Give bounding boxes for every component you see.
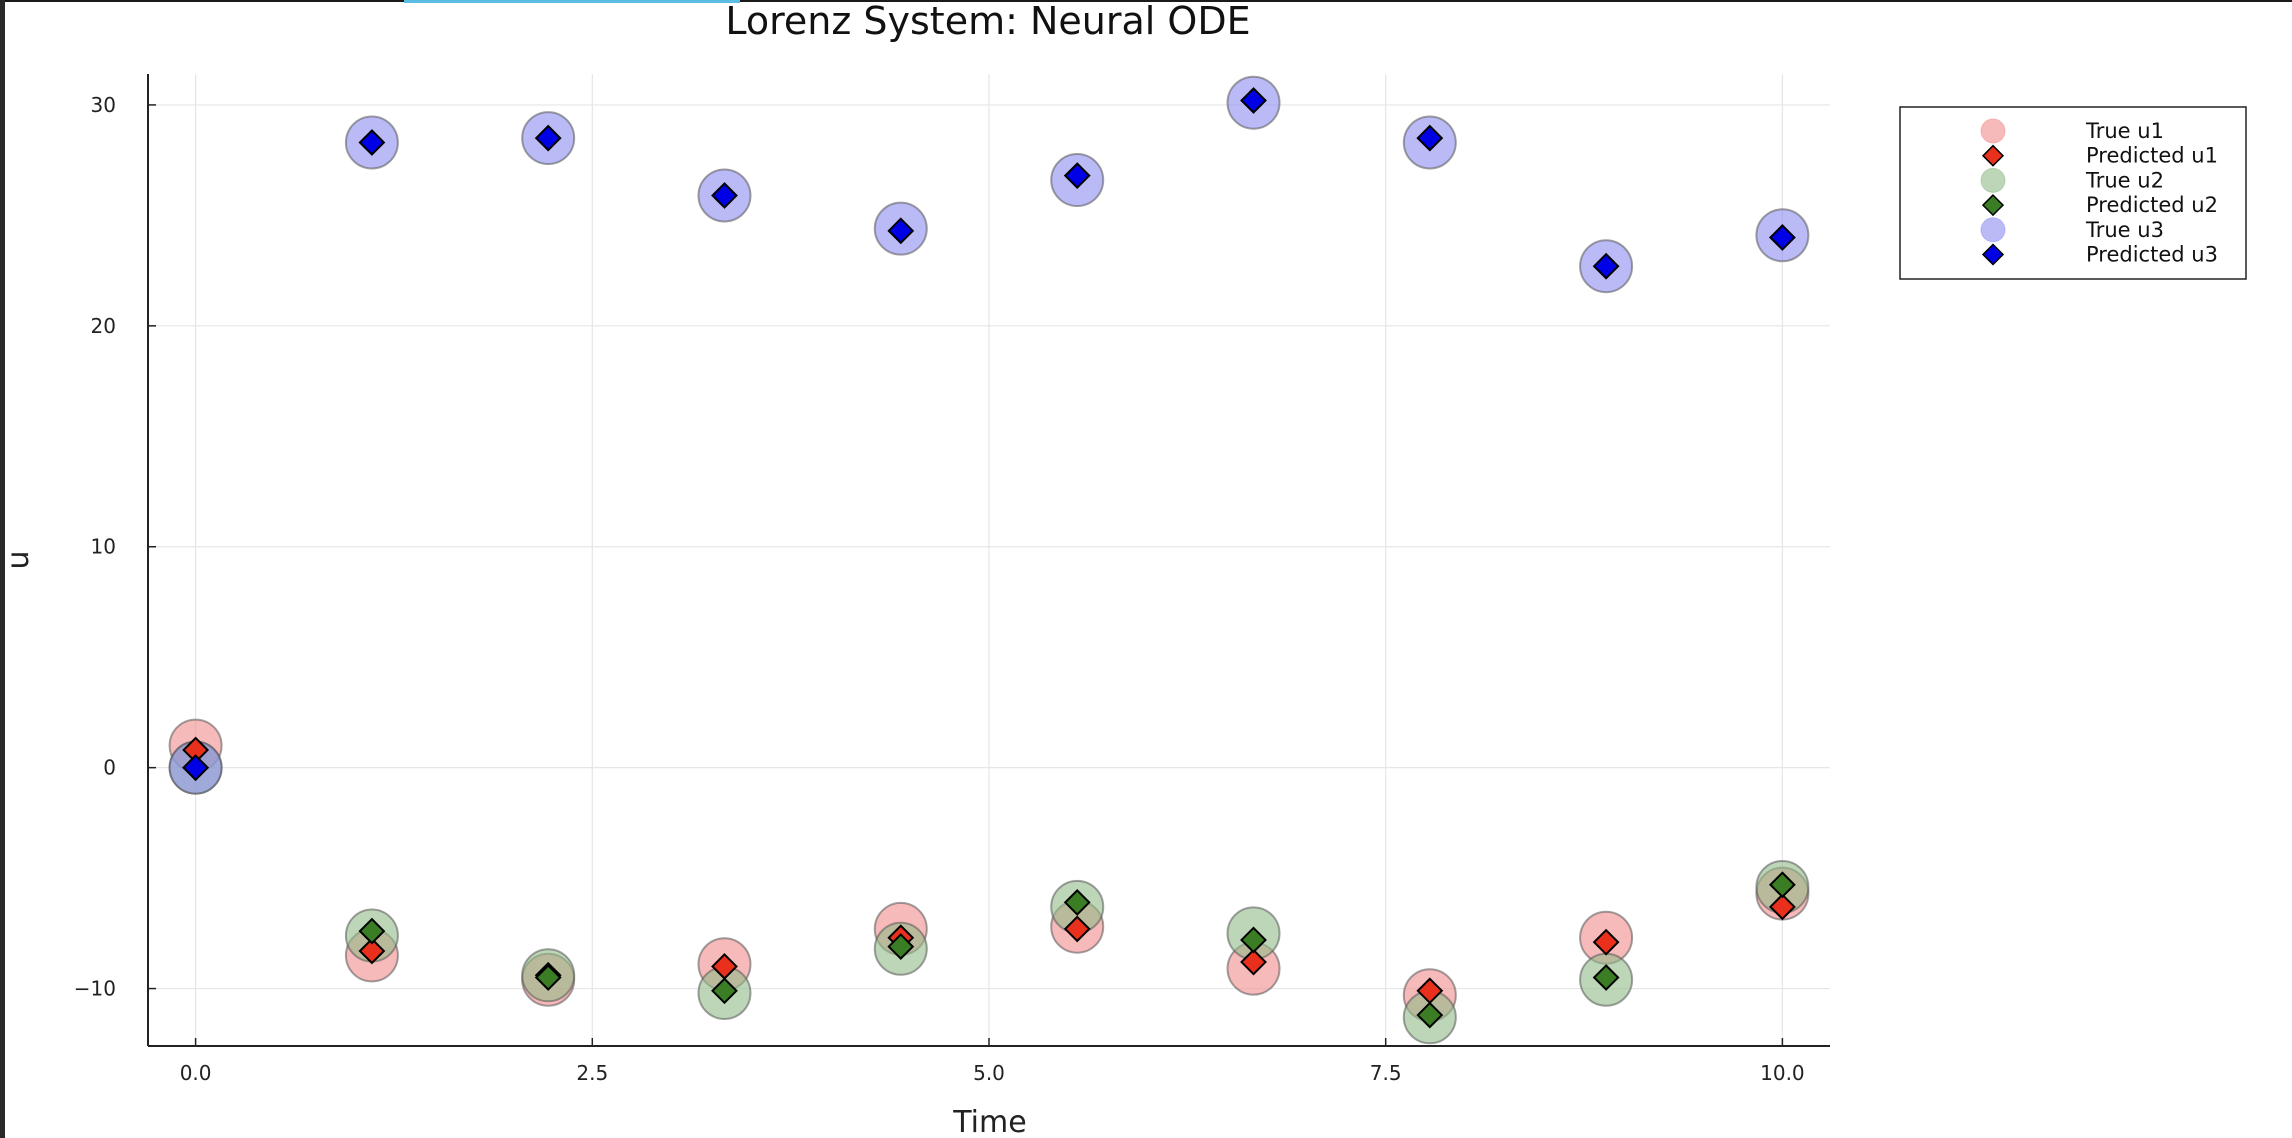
legend-entry-predicted-u1: Predicted u1 — [1981, 144, 2218, 168]
x-tick-label: 0.0 — [180, 1061, 212, 1085]
predicted-u1-point — [1063, 915, 1091, 943]
predicted-u3-point — [1240, 87, 1267, 114]
predicted-u3-point — [1592, 252, 1620, 280]
legend-label-predicted-u3: Predicted u3 — [2086, 243, 2218, 267]
legend-marker-predicted-u3 — [1981, 243, 2005, 266]
predicted-u2-point — [711, 977, 738, 1005]
predicted-u1-point — [358, 937, 386, 965]
predicted-u2-point — [534, 964, 562, 991]
legend-label-true-u1: True u1 — [2085, 119, 2164, 143]
predicted-u3-point — [1768, 224, 1796, 251]
data-points — [168, 75, 1810, 1045]
legend-marker-predicted-u2 — [1981, 194, 2005, 217]
x-tick-label: 10.0 — [1760, 1061, 1805, 1085]
x-tick-label: 7.5 — [1370, 1061, 1402, 1085]
legend-entry-predicted-u3: Predicted u3 — [1981, 243, 2218, 267]
y-axis-title: u — [1, 550, 36, 569]
legend-marker-true-u1 — [1980, 118, 2006, 144]
predicted-u2-point — [358, 917, 386, 945]
window-top-border — [0, 0, 2292, 2]
y-tick-label: −10 — [74, 977, 116, 1001]
predicted-u3-point — [887, 217, 915, 245]
predicted-u3-point — [711, 182, 738, 209]
predicted-u3-point — [1063, 162, 1091, 190]
predicted-u1-point — [1592, 928, 1620, 956]
legend-entry-predicted-u2: Predicted u2 — [1981, 193, 2218, 217]
x-axis-title: Time — [952, 1105, 1026, 1138]
legend-label-predicted-u2: Predicted u2 — [2086, 193, 2218, 217]
plot-grid — [148, 74, 1830, 1046]
legend-label-predicted-u1: Predicted u1 — [2086, 144, 2218, 168]
legend-marker-true-u2 — [1980, 167, 2006, 193]
chart-title: Lorenz System: Neural ODE — [725, 0, 1250, 43]
window-left-border — [0, 0, 5, 1138]
predicted-u2-point — [1240, 926, 1267, 954]
predicted-u1-point — [1240, 948, 1267, 976]
legend-entry-true-u2: True u2 — [1980, 167, 2164, 193]
legend-entry-true-u3: True u3 — [1980, 217, 2164, 243]
x-tick-label: 2.5 — [576, 1061, 608, 1085]
legend-marker-predicted-u1 — [1981, 144, 2005, 167]
predicted-u2-point — [887, 933, 915, 961]
y-tick-label: 10 — [91, 535, 116, 559]
predicted-u3-point — [534, 124, 562, 152]
predicted-u3-point — [358, 129, 386, 156]
predicted-u2-point — [1592, 964, 1620, 991]
y-tick-label: 30 — [91, 93, 116, 117]
y-tick-label: 0 — [103, 756, 116, 780]
y-tick-label: 20 — [91, 314, 116, 338]
predicted-u3-point — [1416, 124, 1444, 152]
legend-marker-true-u3 — [1980, 217, 2006, 243]
legend-label-true-u2: True u2 — [2085, 168, 2164, 192]
legend-label-true-u3: True u3 — [2085, 218, 2164, 242]
axis-ticks: 0.0 2.5 5.0 7.5 10.0 −10 0 10 20 30 — [74, 93, 1805, 1085]
predicted-u1-point — [1768, 893, 1796, 921]
window-tab-indicator — [404, 0, 740, 3]
legend-box — [1899, 106, 2247, 280]
legend-entry-true-u1: True u1 — [1980, 118, 2164, 144]
x-tick-label: 5.0 — [973, 1061, 1005, 1085]
predicted-u2-point — [1768, 871, 1796, 899]
predicted-u3-point — [182, 754, 210, 782]
predicted-u2-point — [1416, 1001, 1444, 1029]
predicted-u2-point — [1063, 888, 1091, 916]
